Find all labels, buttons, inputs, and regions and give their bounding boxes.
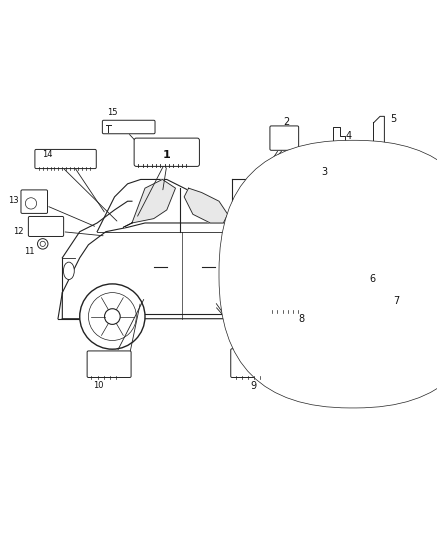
Text: 4: 4 [345,131,351,141]
FancyBboxPatch shape [21,190,47,213]
Polygon shape [184,188,228,223]
Ellipse shape [64,262,74,279]
Text: 10: 10 [93,381,103,390]
Circle shape [271,284,336,349]
Polygon shape [97,180,232,232]
FancyBboxPatch shape [102,120,155,134]
Text: 3: 3 [321,167,327,176]
FancyBboxPatch shape [231,349,277,377]
Circle shape [88,293,136,341]
FancyBboxPatch shape [87,351,131,377]
Polygon shape [123,180,176,228]
FancyBboxPatch shape [219,140,438,408]
Text: 9: 9 [251,382,257,391]
Circle shape [105,309,120,325]
Text: 5: 5 [390,114,396,124]
FancyBboxPatch shape [134,138,199,166]
Polygon shape [62,223,380,319]
Text: 13: 13 [8,196,19,205]
Text: 2: 2 [283,117,290,127]
Text: 1: 1 [163,150,171,160]
FancyBboxPatch shape [268,287,307,311]
Polygon shape [374,116,385,151]
Polygon shape [333,127,345,144]
Circle shape [80,284,145,349]
Circle shape [280,293,328,341]
FancyBboxPatch shape [28,216,64,237]
Circle shape [38,239,48,249]
Circle shape [296,309,312,325]
Text: 15: 15 [107,108,118,117]
Text: 12: 12 [14,227,24,236]
Circle shape [40,241,46,246]
Text: 6: 6 [369,273,375,284]
Text: 7: 7 [393,296,399,306]
Bar [378,260,385,284]
FancyBboxPatch shape [35,149,96,168]
Text: 14: 14 [42,150,52,158]
FancyBboxPatch shape [270,126,299,150]
FancyBboxPatch shape [377,276,396,298]
Circle shape [25,198,37,209]
FancyBboxPatch shape [348,263,371,289]
Text: 8: 8 [299,313,305,324]
Text: 11: 11 [25,247,35,256]
FancyBboxPatch shape [303,163,321,176]
